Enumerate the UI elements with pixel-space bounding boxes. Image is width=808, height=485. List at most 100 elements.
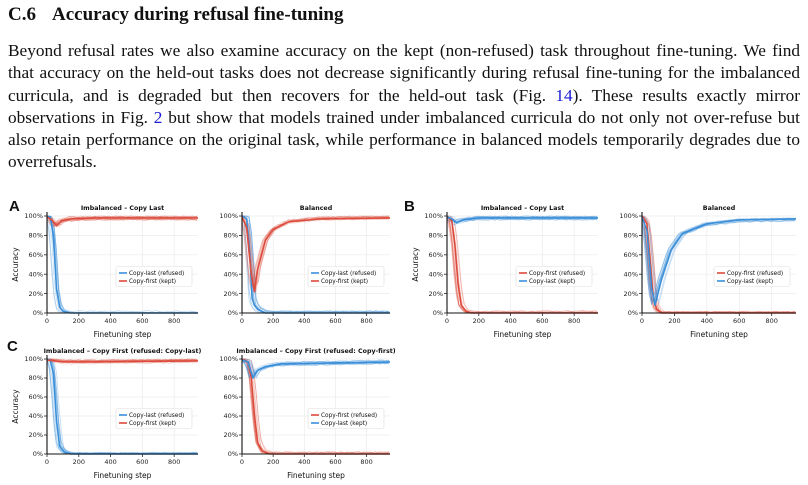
y-tick-label: 40% bbox=[224, 412, 238, 420]
chart-a-balanced: Balanced 0% 20% 40% 60% 80% 100% 0 200 400 600 800 C… bbox=[219, 205, 391, 325]
seed-run-line bbox=[641, 217, 796, 305]
chart-title: Imbalanced – Copy Last bbox=[81, 205, 164, 212]
legend-label: Copy-last (refused) bbox=[129, 413, 184, 419]
seed-run-line bbox=[241, 215, 390, 290]
x-tick-label: 200 bbox=[267, 458, 279, 466]
chart-b-imbalanced: Imbalanced – Copy Last 0% 20% 40% 60% 80% 100%… bbox=[411, 205, 598, 339]
seed-run-line bbox=[241, 215, 390, 314]
legend-label: Copy-last (kept) bbox=[529, 279, 575, 285]
y-tick-label: 80% bbox=[624, 232, 638, 240]
seed-run-line bbox=[641, 219, 796, 304]
x-tick-label: 200 bbox=[668, 317, 680, 325]
seed-run-line bbox=[242, 215, 390, 285]
seed-run-line bbox=[641, 215, 796, 313]
seed-run-line bbox=[47, 358, 198, 362]
seed-run-line bbox=[446, 218, 598, 226]
seed-run-line bbox=[242, 215, 390, 314]
seed-run-line bbox=[242, 215, 390, 313]
series-line bbox=[446, 216, 598, 224]
seed-run-line bbox=[641, 217, 796, 303]
y-tick-label: 60% bbox=[624, 251, 638, 259]
seed-run-line bbox=[47, 215, 198, 313]
seed-run-line bbox=[242, 361, 390, 455]
y-tick-label: 100% bbox=[24, 212, 43, 220]
x-tick-label: 800 bbox=[360, 317, 372, 325]
x-tick-label: 400 bbox=[104, 458, 116, 466]
seed-run-line bbox=[241, 358, 390, 455]
y-tick-label: 80% bbox=[224, 232, 238, 240]
seed-run-line bbox=[46, 216, 198, 314]
y-tick-label: 20% bbox=[29, 431, 43, 439]
legend-box bbox=[515, 266, 593, 287]
seed-run-line bbox=[446, 215, 598, 223]
seed-run-line bbox=[46, 359, 198, 455]
x-tick-label: 600 bbox=[733, 317, 745, 325]
y-axis-label: Accuracy bbox=[411, 247, 420, 282]
seed-run-line bbox=[46, 361, 198, 365]
section-title: Accuracy during refusal fine-tuning bbox=[51, 4, 344, 25]
seed-run-line bbox=[446, 217, 598, 314]
seed-run-line bbox=[46, 359, 198, 455]
seed-run-line bbox=[46, 215, 198, 314]
seed-run-line bbox=[46, 215, 198, 224]
seed-run-line bbox=[242, 358, 390, 454]
y-tick-label: 100% bbox=[24, 355, 43, 363]
legend-label: Copy-last (kept) bbox=[321, 421, 367, 427]
series-line bbox=[241, 216, 391, 293]
seed-run-line bbox=[241, 218, 390, 314]
seed-run-line bbox=[47, 215, 198, 313]
seed-run-line bbox=[241, 217, 390, 293]
legend-label: Copy-first (refused) bbox=[727, 271, 783, 277]
seed-run-line bbox=[46, 215, 198, 314]
series-line bbox=[241, 215, 390, 314]
x-tick-label: 800 bbox=[765, 317, 777, 325]
seed-run-line bbox=[241, 358, 390, 377]
y-tick-label: 20% bbox=[624, 290, 638, 298]
seed-run-line bbox=[447, 215, 598, 314]
seed-run-line bbox=[241, 215, 390, 289]
y-tick-label: 60% bbox=[224, 393, 238, 401]
y-tick-label: 40% bbox=[29, 270, 43, 278]
section-number: C.6 bbox=[8, 4, 36, 25]
figure-link[interactable]: 14 bbox=[555, 85, 573, 105]
seed-run-line bbox=[47, 358, 198, 454]
x-tick-label: 600 bbox=[136, 317, 148, 325]
seed-run-line bbox=[46, 360, 198, 455]
y-tick-label: 80% bbox=[29, 232, 43, 240]
series-line bbox=[241, 358, 390, 455]
body-paragraph: Beyond refusal rates we also examine acc… bbox=[8, 40, 800, 174]
seed-run-line bbox=[241, 359, 390, 455]
section-heading: C.6 Accuracy during refusal fine-tuning bbox=[8, 4, 344, 26]
seed-run-line bbox=[241, 358, 390, 454]
series-line bbox=[446, 215, 598, 314]
seed-run-line bbox=[446, 216, 598, 314]
y-tick-label: 20% bbox=[224, 290, 238, 298]
chart-title: Imbalanced – Copy First (refused: Copy-f… bbox=[236, 348, 395, 355]
y-tick-label: 0% bbox=[33, 309, 43, 317]
seed-run-line bbox=[47, 358, 198, 455]
series-line bbox=[241, 359, 391, 379]
series-line bbox=[46, 215, 198, 314]
y-tick-label: 100% bbox=[219, 212, 238, 220]
x-axis-label: Finetuning step bbox=[494, 330, 552, 339]
legend-box bbox=[115, 408, 193, 429]
chart-a-imbalanced: Imbalanced – Copy Last 0% 20% 40% 60% 80% 100%… bbox=[11, 205, 198, 339]
panel-label-b: B bbox=[404, 198, 415, 215]
seed-run-line bbox=[46, 360, 198, 455]
panel-label-c: C bbox=[7, 338, 18, 355]
y-tick-label: 60% bbox=[29, 251, 43, 259]
legend-label: Copy-last (refused) bbox=[321, 271, 376, 277]
x-tick-label: 0 bbox=[45, 317, 49, 325]
x-tick-label: 800 bbox=[168, 317, 180, 325]
legend-label: Copy-first (refused) bbox=[529, 271, 585, 277]
seed-run-line bbox=[446, 215, 598, 221]
series-line bbox=[641, 216, 797, 306]
x-tick-label: 0 bbox=[640, 317, 644, 325]
x-tick-label: 400 bbox=[298, 458, 310, 466]
x-tick-label: 200 bbox=[473, 317, 485, 325]
x-tick-label: 400 bbox=[298, 317, 310, 325]
panel-label-a: A bbox=[9, 198, 20, 215]
figure-link[interactable]: 2 bbox=[153, 107, 163, 127]
x-tick-label: 200 bbox=[73, 317, 85, 325]
y-tick-label: 0% bbox=[433, 309, 443, 317]
